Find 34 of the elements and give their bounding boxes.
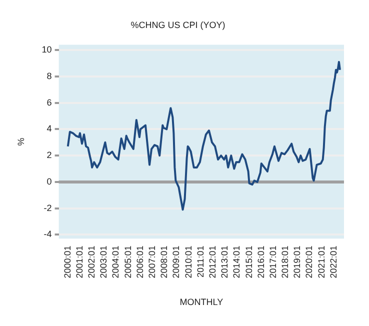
x-tick-label: 2004:01 [110, 246, 121, 278]
x-tick-label: 2013:01 [220, 246, 230, 278]
x-tick-label: 2005:01 [122, 246, 133, 278]
y-tick-label: -2 [44, 202, 52, 213]
y-tick-label: 10 [42, 44, 52, 55]
y-axis-title: % [16, 138, 26, 146]
x-tick-label: 2018:01 [280, 246, 290, 278]
x-tick-label: 2000:01 [62, 246, 72, 278]
x-tick-label: 2007:01 [147, 246, 158, 278]
x-tick-label: 2012:01 [207, 246, 218, 278]
x-tick-label: 2002:01 [86, 246, 97, 278]
x-tick-label: 2016:01 [256, 246, 266, 278]
y-tick-label: 2 [46, 150, 52, 160]
y-tick-label: 8 [46, 70, 52, 81]
x-tick-label: 2022:01 [328, 246, 338, 278]
y-tick-label: 4 [46, 124, 52, 134]
x-tick-label: 2019:01 [292, 246, 302, 278]
y-tick-label: 6 [46, 97, 52, 108]
chart-title: %CHNG US CPI (YOY) [130, 20, 226, 30]
y-tick-label: 0 [46, 176, 52, 186]
y-tick-label: -4 [44, 229, 52, 240]
x-tick-label: 2001:01 [74, 246, 84, 278]
x-axis-title: MONTHLY [180, 297, 224, 308]
x-tick-label: 2021:01 [316, 246, 326, 278]
x-tick-label: 2006:01 [134, 246, 145, 278]
x-tick-label: 2010:01 [183, 246, 194, 278]
x-tick-label: 2003:01 [98, 246, 109, 278]
x-tick-label: 2015:01 [244, 246, 254, 278]
x-tick-label: 2014:01 [232, 246, 242, 278]
x-tick-label: 2009:01 [171, 246, 182, 278]
x-tick-label: 2020:01 [304, 246, 314, 278]
x-tick-label: 2011:01 [195, 246, 206, 278]
x-tick-label: 2017:01 [268, 246, 278, 278]
x-tick-label: 2008:01 [159, 246, 170, 278]
